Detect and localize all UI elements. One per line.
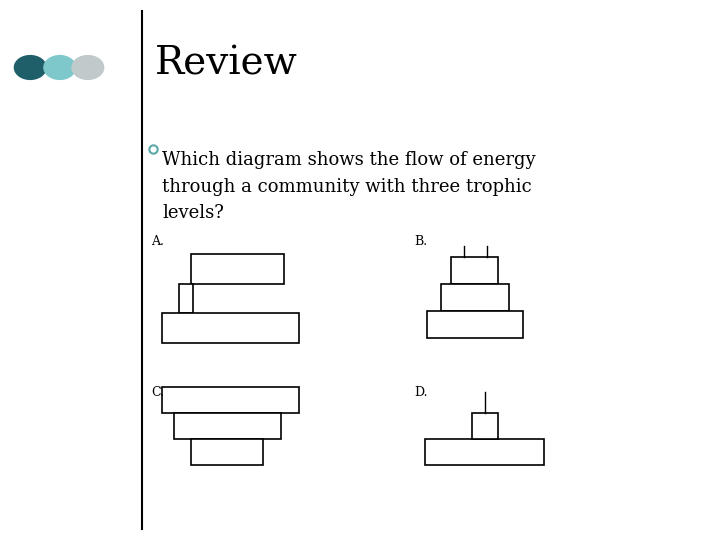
- Bar: [472, 413, 498, 439]
- Text: Which diagram shows the flow of energy
through a community with three trophic
le: Which diagram shows the flow of energy t…: [162, 151, 536, 222]
- Bar: [174, 413, 281, 439]
- Bar: [162, 387, 299, 413]
- Bar: [427, 310, 523, 338]
- Circle shape: [44, 56, 76, 79]
- Bar: [425, 439, 544, 465]
- Bar: [191, 254, 284, 284]
- Bar: [179, 284, 193, 313]
- Text: B.: B.: [414, 235, 427, 248]
- Bar: [441, 284, 509, 310]
- Text: C.: C.: [151, 386, 164, 399]
- Circle shape: [14, 56, 46, 79]
- Circle shape: [72, 56, 104, 79]
- Bar: [451, 256, 498, 284]
- Bar: [162, 313, 299, 343]
- Text: Review: Review: [155, 46, 297, 83]
- Bar: [191, 439, 263, 465]
- Text: D.: D.: [414, 386, 428, 399]
- Text: A.: A.: [151, 235, 164, 248]
